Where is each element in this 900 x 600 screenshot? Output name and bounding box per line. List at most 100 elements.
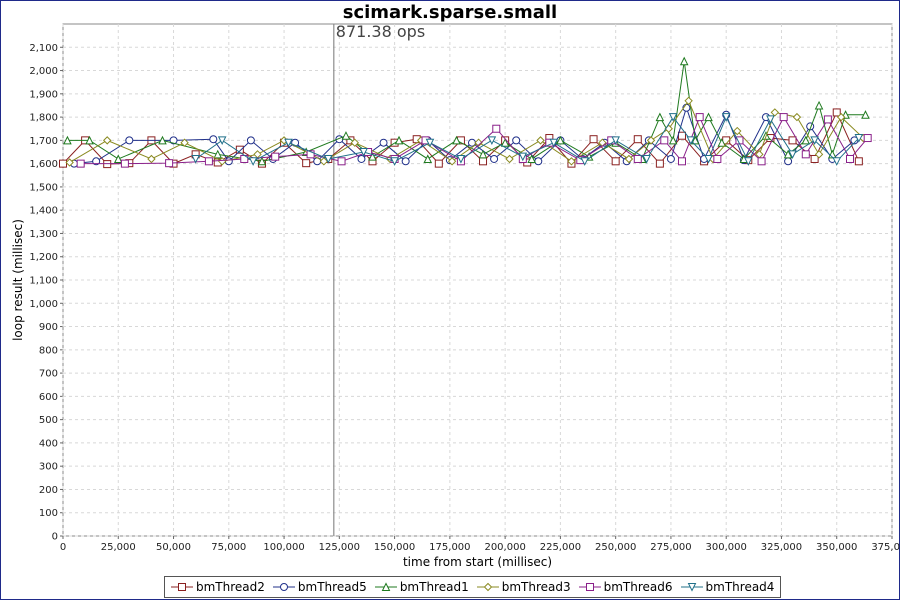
x-tick-label: 225,000 [540,542,581,553]
data-point [655,112,665,122]
data-point [733,126,742,136]
data-point [518,152,528,162]
data-point [823,115,832,124]
y-axis-label: loop result (millisec) [11,219,25,341]
y-tick-label: 900 [39,322,58,333]
data-point [814,150,824,159]
data-point [783,149,793,159]
data-point [319,157,329,166]
data-point [85,135,94,145]
y-tick-label: 1,300 [29,229,58,240]
data-point [684,96,693,106]
y-tick-label: 1,700 [29,136,58,147]
data-point [810,154,819,163]
legend-item: bmThread6 [578,580,673,594]
y-tick-label: 500 [39,415,58,426]
data-point [487,136,497,145]
legend-label: bmThread6 [603,580,673,594]
data-point [757,157,766,166]
data-point [801,135,811,145]
data-point [677,131,686,140]
data-point [479,157,488,166]
data-point [810,136,819,145]
data-point [158,135,167,145]
data-point [687,583,696,592]
data-point [704,112,713,122]
data-point [492,124,501,133]
data-point [337,157,346,166]
y-tick-label: 300 [39,462,58,473]
y-tick-label: 0 [52,532,58,543]
y-tick-label: 200 [39,485,58,496]
legend-item: bmThread2 [171,580,265,594]
data-point [624,154,634,164]
x-tick-label: 175,000 [429,542,470,553]
data-point [646,136,656,145]
x-tick-label: 300,000 [706,542,747,553]
data-point [165,159,174,168]
x-tick-label: 200,000 [484,542,525,553]
data-point [350,138,360,147]
data-point [368,152,377,161]
data-point [478,149,488,159]
data-point [357,154,366,163]
legend-label: bmThread1 [399,580,469,594]
data-point [585,583,594,591]
data-point [359,148,368,157]
y-tick-label: 700 [39,369,58,380]
x-tick-label: 325,000 [761,542,802,553]
data-point [589,135,598,144]
data-point [770,108,780,117]
legend-swatch [476,582,499,592]
y-tick-label: 800 [39,345,58,356]
legend-item: bmThread5 [272,580,367,594]
data-point [721,113,731,122]
x-tick-label: 0 [60,542,66,553]
data-point [792,112,802,122]
data-point [686,136,696,145]
data-point [854,157,863,166]
marker-label: 871.38 ops [336,22,425,41]
series-bmThread4 [191,113,864,166]
data-point [567,157,576,166]
data-point [246,136,255,145]
y-tick-label: 1,200 [29,252,58,263]
x-tick-label: 250,000 [595,542,636,553]
data-point [59,159,67,168]
legend-label: bmThread2 [196,580,265,594]
data-point [836,112,846,122]
data-point [704,154,713,164]
legend-label: bmThread4 [705,580,775,594]
data-point [456,154,466,164]
data-point [633,135,642,144]
x-tick-label: 75,000 [211,542,246,553]
data-point [169,136,178,145]
legend-swatch [272,583,295,591]
legend-swatch [680,583,703,592]
data-point [284,138,293,148]
data-point [483,582,492,592]
data-point [381,582,391,591]
data-point [784,157,793,166]
data-point [666,154,675,163]
legend-swatch [171,583,193,591]
data-point [180,138,189,147]
y-tick-label: 100 [39,508,58,519]
data-point [779,113,788,122]
chart-legend: bmThread2 bmThread5 bmThread1 bmThread3 bmTh… [164,576,782,598]
y-tick-label: 1,100 [29,276,58,287]
data-point [660,136,669,145]
data-point [257,156,267,166]
data-point [65,158,74,167]
data-point [63,135,72,145]
legend-item: bmThread1 [374,580,469,594]
data-point [832,157,842,166]
data-point [788,136,797,145]
data-point [248,157,258,166]
data-point [788,150,797,159]
data-point [120,159,129,168]
data-point [611,136,620,145]
y-tick-label: 2,100 [29,43,58,54]
data-point [447,157,457,166]
data-point [713,154,722,163]
